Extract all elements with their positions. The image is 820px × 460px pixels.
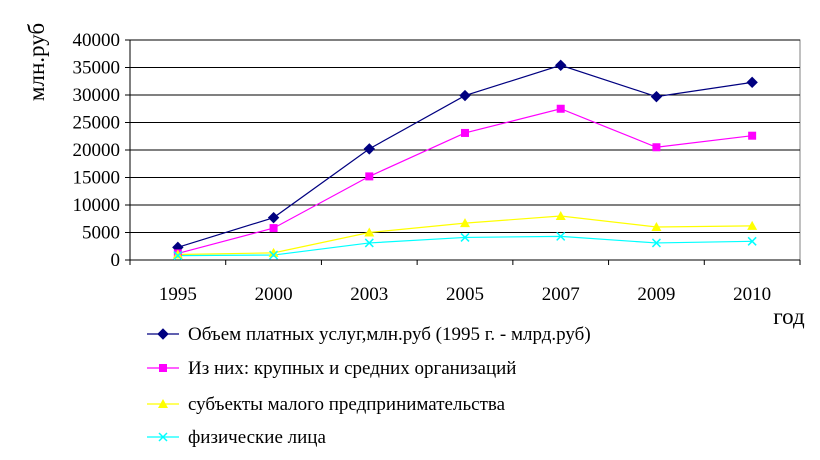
y-tick-label: 35000 xyxy=(73,58,121,79)
y-tick-label: 15000 xyxy=(73,168,121,189)
data-point-s1-2007 xyxy=(555,59,567,72)
legend: Объем платных услуг,млн.руб (1995 г. - м… xyxy=(147,324,591,448)
tick-labels: 0 5000 10000 15000 20000 25000 30000 35000 40000… xyxy=(73,30,772,305)
legend-marker-2 xyxy=(159,364,167,372)
y-tick-label: 5000 xyxy=(82,223,120,244)
data-point-s3-2007 xyxy=(555,211,566,220)
data-point-s3-2009 xyxy=(651,222,662,231)
x-tick-label: 1995 xyxy=(159,284,197,305)
data-point-s2-2007 xyxy=(556,104,565,113)
data-point-s4-2009 xyxy=(651,238,661,248)
legend-marker-4 xyxy=(158,432,168,442)
data-point-s4-2010 xyxy=(747,236,757,246)
data-point-s2-2009 xyxy=(652,143,661,152)
data-point-s3-2003 xyxy=(364,227,375,237)
legend-label-1: Объем платных услуг,млн.руб (1995 г. - м… xyxy=(188,324,591,345)
y-tick-label: 40000 xyxy=(73,30,121,51)
x-tick-label: 2010 xyxy=(733,284,771,305)
data-point-s1-2010 xyxy=(746,76,758,89)
y-axis-label: млн.руб xyxy=(24,23,49,101)
data-point-s1-2003 xyxy=(363,143,375,155)
data-point-s2-2003 xyxy=(365,172,374,181)
y-tick-label: 30000 xyxy=(73,85,121,106)
x-tick-label: 2009 xyxy=(637,284,675,305)
data-point-s4-2005 xyxy=(460,232,470,242)
axes xyxy=(125,39,801,265)
data-point-s1-2009 xyxy=(650,90,663,103)
legend-label-2: Из них: крупных и средних организаций xyxy=(188,358,516,379)
legend-marker-3 xyxy=(158,399,168,408)
x-axis-label: год xyxy=(773,304,805,329)
y-tick-label: 0 xyxy=(111,250,121,271)
data-point-s2-2005 xyxy=(461,128,469,137)
data-point-s3-1995 xyxy=(172,249,183,259)
data-point-s4-2007 xyxy=(556,231,566,241)
x-tick-label: 2007 xyxy=(542,284,580,305)
y-tick-label: 10000 xyxy=(73,195,121,216)
data-point-s2-2010 xyxy=(748,131,757,140)
data-point-s1-2000 xyxy=(267,211,280,224)
x-tick-label: 2005 xyxy=(446,284,484,305)
y-tick-label: 20000 xyxy=(73,140,121,161)
series-markers xyxy=(172,59,758,261)
legend-label-3: субъекты малого предпринимательства xyxy=(188,394,506,415)
data-point-s3-2005 xyxy=(460,218,470,228)
data-point-s4-2000 xyxy=(269,250,279,260)
data-point-s3-2010 xyxy=(747,220,758,230)
y-tick-label: 25000 xyxy=(73,113,121,134)
data-point-s3-2000 xyxy=(268,247,279,257)
data-point-s4-2003 xyxy=(364,238,374,248)
legend-marker-1 xyxy=(157,328,169,340)
x-tick-label: 2003 xyxy=(350,284,388,305)
data-point-s4-1995 xyxy=(173,251,183,261)
legend-label-4: физические лица xyxy=(188,427,326,448)
x-tick-label: 2000 xyxy=(255,284,293,305)
data-point-s2-2000 xyxy=(269,224,278,233)
data-point-s1-2005 xyxy=(459,89,471,102)
